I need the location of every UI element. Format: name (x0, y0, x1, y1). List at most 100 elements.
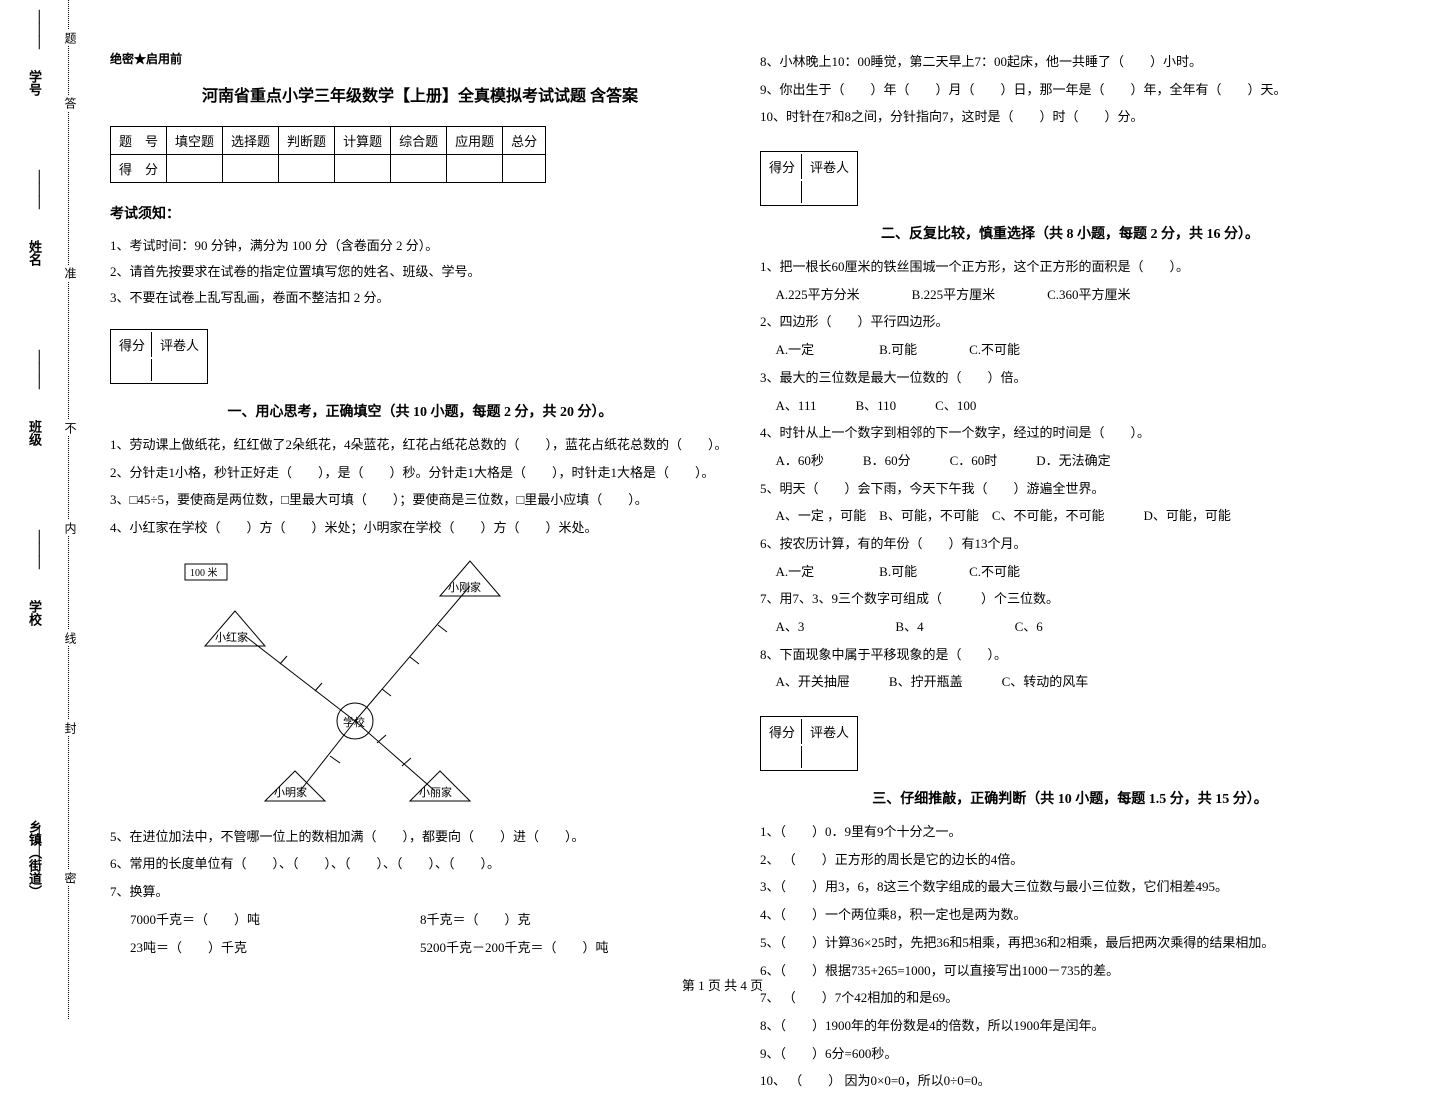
map-svg: 100 米 小刚家 小红家 学校 小明家 小丽家 (170, 556, 550, 806)
s2-q6opt: A.一定 B.可能 C.不可能 (760, 560, 1380, 585)
underline-1: ＿＿＿ (35, 825, 54, 864)
score-table: 题 号 填空题 选择题 判断题 计算题 综合题 应用题 总分 得 分 (110, 126, 546, 183)
label-ne: 小刚家 (448, 580, 481, 594)
seal-char-7: 答 (62, 95, 79, 111)
line-nw (245, 636, 355, 721)
s2-q5opt: A、一定 ，可能 B、可能，不可能 C、不可能，不可能 D、可能，可能 (760, 504, 1380, 529)
scorebox2-blank-l (763, 181, 802, 203)
section1-title: 一、用心思考，正确填空（共 10 小题，每题 2 分，共 20 分）。 (110, 401, 730, 421)
scorebox-blank-l (113, 359, 152, 381)
s1-q8: 8、小林晚上10：00睡觉，第二天早上7：00起床，他一共睡了（ ）小时。 (760, 50, 1380, 75)
line-se (355, 721, 435, 791)
left-column: 绝密★启用前 河南省重点小学三年级数学【上册】全真模拟考试试题 含答案 题 号 … (110, 50, 730, 1097)
s2-q3: 3、最大的三位数是最大一位数的（ ）倍。 (760, 366, 1380, 391)
score-th-6: 应用题 (447, 127, 503, 155)
scorebox2-l: 得分 (763, 154, 802, 179)
notice-1: 1、考试时间：90 分钟，满分为 100 分（含卷面分 2 分）。 (110, 233, 730, 259)
scorebox3-r: 评卷人 (804, 719, 855, 744)
score-th-4: 计算题 (335, 127, 391, 155)
s1-q2: 2、分针走1小格，秒针正好走（ ），是（ ）秒。分针走1大格是（ ），时针走1大… (110, 461, 730, 486)
score-cell-5 (391, 155, 447, 183)
s2-q7: 7、用7、3、9三个数字可组成（ ）个三位数。 (760, 587, 1380, 612)
tick-nw2 (315, 683, 322, 691)
tick-ne1 (382, 689, 391, 696)
label-nw: 小红家 (215, 630, 248, 644)
s2-q2opt: A.一定 B.可能 C.不可能 (760, 338, 1380, 363)
line-ne (355, 586, 470, 721)
s3-q9: 9、（ ）6分=600秒。 (760, 1042, 1380, 1067)
s2-q8: 8、下面现象中属于平移现象的是（ ）。 (760, 643, 1380, 668)
section2-title: 二、反复比较，慎重选择（共 8 小题，每题 2 分，共 16 分）。 (760, 223, 1380, 243)
s2-q2: 2、四边形（ ）平行四边形。 (760, 310, 1380, 335)
s1-q7-label: 7、换算。 (110, 880, 730, 905)
s3-q2: 2、 （ ）正方形的周长是它的边长的4倍。 (760, 848, 1380, 873)
seal-char-6: 准 (62, 265, 79, 281)
s1-q6: 6、常用的长度单位有（ ）、（ ）、（ ）、（ ）、（ ）。 (110, 852, 730, 877)
map-diagram: 100 米 小刚家 小红家 学校 小明家 小丽家 (170, 556, 730, 810)
s1-q7-row1: 7000千克＝（ ）吨 8千克＝（ ）克 (110, 908, 730, 933)
s2-q1opt: A.225平方分米 B.225平方厘米 C.360平方厘米 (760, 283, 1380, 308)
score-row-label: 得 分 (111, 155, 167, 183)
page-content: 绝密★启用前 河南省重点小学三年级数学【上册】全真模拟考试试题 含答案 题 号 … (110, 50, 1410, 1097)
scorebox-blank-r (154, 359, 205, 381)
scorebox-2: 得分评卷人 (760, 151, 858, 206)
s2-q5: 5、明天（ ）会下雨，今天下午我（ ）游遍全世界。 (760, 477, 1380, 502)
score-th-5: 综合题 (391, 127, 447, 155)
sidebar-label-school: 学校 (25, 600, 44, 626)
scorebox-l: 得分 (113, 332, 152, 357)
score-cell-7 (503, 155, 546, 183)
underline-5: ＿＿＿ (35, 10, 54, 49)
section3-title: 三、仔细推敲，正确判断（共 10 小题，每题 1.5 分，共 15 分）。 (760, 788, 1380, 808)
sidebar-label-class: 班级 (25, 420, 44, 446)
notice-title: 考试须知： (110, 203, 730, 223)
s1-q5: 5、在进位加法中，不管哪一位上的数相加满（ ），都要向（ ）进（ ）。 (110, 825, 730, 850)
score-cell-3 (279, 155, 335, 183)
score-cell-6 (447, 155, 503, 183)
tick-nw1 (280, 656, 287, 664)
s2-q6: 6、按农历计算，有的年份（ ）有13个月。 (760, 532, 1380, 557)
s3-q8: 8、（ ）1900年的年份数是4的倍数，所以1900年是闰年。 (760, 1014, 1380, 1039)
s1-q1: 1、劳动课上做纸花，红红做了2朵纸花，4朵蓝花，红花占纸花总数的（ ），蓝花占纸… (110, 433, 730, 458)
label-school: 学校 (343, 715, 365, 729)
s3-q1: 1、（ ）0．9里有9个十分之一。 (760, 820, 1380, 845)
s2-q7opt: A、3 B、4 C、6 (760, 615, 1380, 640)
scorebox-r: 评卷人 (154, 332, 205, 357)
dotted-cut-line (68, 0, 69, 1019)
sidebar-label-name: 姓名 (25, 240, 44, 266)
score-cell-2 (223, 155, 279, 183)
score-cell-1 (167, 155, 223, 183)
s1-q7a: 7000千克＝（ ）吨 (110, 908, 420, 933)
exam-title: 河南省重点小学三年级数学【上册】全真模拟考试试题 含答案 (110, 82, 730, 106)
tick-ne2 (410, 657, 419, 664)
s3-q5: 5、（ ）计算36×25时，先把36和5相乘，再把36和2相乘，最后把两次乘得的… (760, 931, 1380, 956)
tick-ne3 (438, 625, 447, 632)
s2-q8opt: A、开关抽屉 B、拧开瓶盖 C、转动的风车 (760, 670, 1380, 695)
s1-q7-row2: 23吨＝（ ）千克 5200千克－200千克＝（ ）吨 (110, 936, 730, 961)
score-header-row: 题 号 填空题 选择题 判断题 计算题 综合题 应用题 总分 (111, 127, 546, 155)
score-th-0: 题 号 (111, 127, 167, 155)
score-value-row: 得 分 (111, 155, 546, 183)
seal-char-4: 内 (62, 520, 79, 536)
tick-sw1 (330, 756, 340, 763)
score-th-7: 总分 (503, 127, 546, 155)
scorebox3-blank-r (804, 746, 855, 768)
s1-q7d: 5200千克－200千克＝（ ）吨 (420, 936, 609, 961)
s1-q4: 4、小红家在学校（ ）方（ ）米处；小明家在学校（ ）方（ ）米处。 (110, 516, 730, 541)
label-sw: 小明家 (274, 785, 307, 799)
s1-q7c: 23吨＝（ ）千克 (110, 936, 420, 961)
s1-q7b: 8千克＝（ ）克 (420, 908, 531, 933)
score-th-3: 判断题 (279, 127, 335, 155)
seal-char-1: 密 (62, 870, 79, 886)
notice-2: 2、请首先按要求在试卷的指定位置填写您的姓名、班级、学号。 (110, 259, 730, 285)
s3-q4: 4、（ ）一个两位乘8，积一定也是两为数。 (760, 903, 1380, 928)
score-th-2: 选择题 (223, 127, 279, 155)
binding-sidebar: 乡镇（街道） ＿＿＿ 学校 ＿＿＿ 班级 ＿＿＿ 姓名 ＿＿＿ 学号 ＿＿＿ 密… (0, 0, 100, 1019)
s3-q10: 10、 （ ） 因为0×0=0，所以0÷0=0。 (760, 1069, 1380, 1094)
notice-3: 3、不要在试卷上乱写乱画，卷面不整洁扣 2 分。 (110, 285, 730, 311)
s2-q4opt: A．60秒 B．60分 C．60时 D．无法确定 (760, 449, 1380, 474)
s1-q3: 3、□45÷5，要使商是两位数，□里最大可填（ ）；要使商是三位数，□里最小应填… (110, 488, 730, 513)
seal-char-5: 不 (62, 420, 79, 436)
scale-label: 100 米 (190, 566, 218, 579)
label-se: 小丽家 (419, 785, 452, 799)
sidebar-label-id: 学号 (25, 70, 44, 96)
